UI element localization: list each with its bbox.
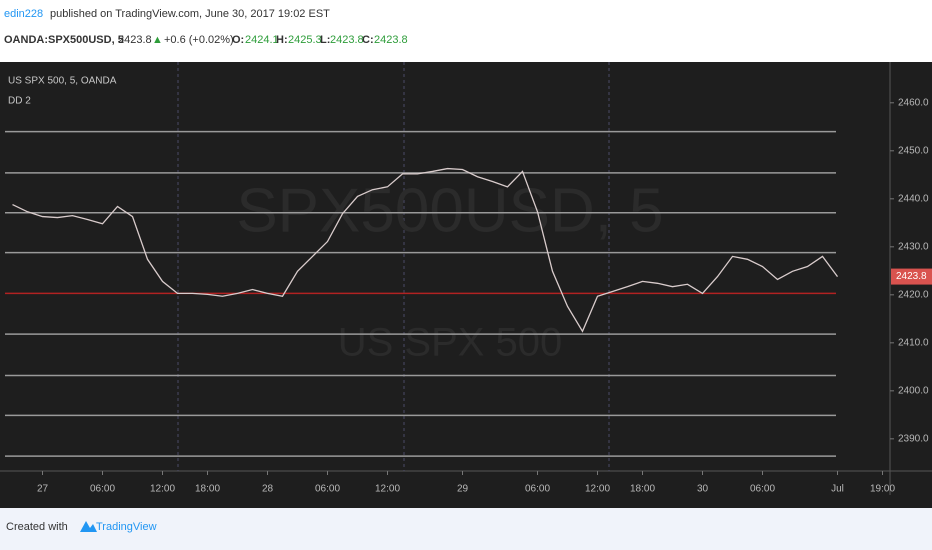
legend-indicator: DD 2 <box>8 96 31 107</box>
o-value: 2424.1 <box>245 34 279 46</box>
y-tick-label: 2410.0 <box>898 337 929 348</box>
l-value: 2423.8 <box>330 34 364 46</box>
x-tick-label: Jul <box>831 484 844 495</box>
y-tick-label: 2390.0 <box>898 433 929 444</box>
c-value: 2423.8 <box>374 34 408 46</box>
y-tick-label: 2440.0 <box>898 193 929 204</box>
legend-series: US SPX 500, 5, OANDA <box>8 76 117 87</box>
brand-logo <box>80 521 97 532</box>
y-tick-label: 2420.0 <box>898 289 929 300</box>
x-tick-label: 29 <box>457 484 469 495</box>
y-tick-label: 2450.0 <box>898 145 929 156</box>
footer-brand[interactable]: TradingView <box>96 521 157 533</box>
x-tick-label: 27 <box>37 484 49 495</box>
x-tick-label: 19:00 <box>870 484 895 495</box>
watermark: SPX500USD, 5 <box>236 176 663 245</box>
x-tick-label: 30 <box>697 484 709 495</box>
last-price-box <box>891 268 932 285</box>
c-label: C: <box>362 34 374 46</box>
x-tick-label: 28 <box>262 484 274 495</box>
l-label: L: <box>320 34 330 46</box>
footer-created: Created with <box>6 521 68 533</box>
h-value: 2425.3 <box>288 34 322 46</box>
x-tick-label: 12:00 <box>585 484 610 495</box>
price: 2423.8 <box>118 34 152 46</box>
x-tick-label: 12:00 <box>150 484 175 495</box>
y-tick-label: 2430.0 <box>898 241 929 252</box>
x-tick-label: 06:00 <box>750 484 775 495</box>
x-tick-label: 18:00 <box>630 484 655 495</box>
x-tick-label: 12:00 <box>375 484 400 495</box>
arrow: ▲ <box>152 34 163 46</box>
header-bg <box>0 0 932 62</box>
last-price-label: 2423.8 <box>896 271 927 282</box>
o-label: O: <box>232 34 244 46</box>
h-label: H: <box>276 34 288 46</box>
watermark-sub: US SPX 500 <box>338 321 563 365</box>
footer-bg <box>0 508 932 550</box>
symbol: OANDA:SPX500USD, 5 <box>4 34 124 46</box>
x-tick-label: 06:00 <box>525 484 550 495</box>
y-tick-label: 2460.0 <box>898 97 929 108</box>
y-tick-label: 2400.0 <box>898 385 929 396</box>
author[interactable]: edin228 <box>4 8 43 20</box>
x-tick-label: 06:00 <box>315 484 340 495</box>
x-tick-label: 18:00 <box>195 484 220 495</box>
chart-bg <box>0 62 932 508</box>
published: published on TradingView.com, June 30, 2… <box>50 8 330 20</box>
change: +0.6 (+0.02%) <box>164 34 234 46</box>
price-line <box>12 167 839 333</box>
x-tick-label: 06:00 <box>90 484 115 495</box>
